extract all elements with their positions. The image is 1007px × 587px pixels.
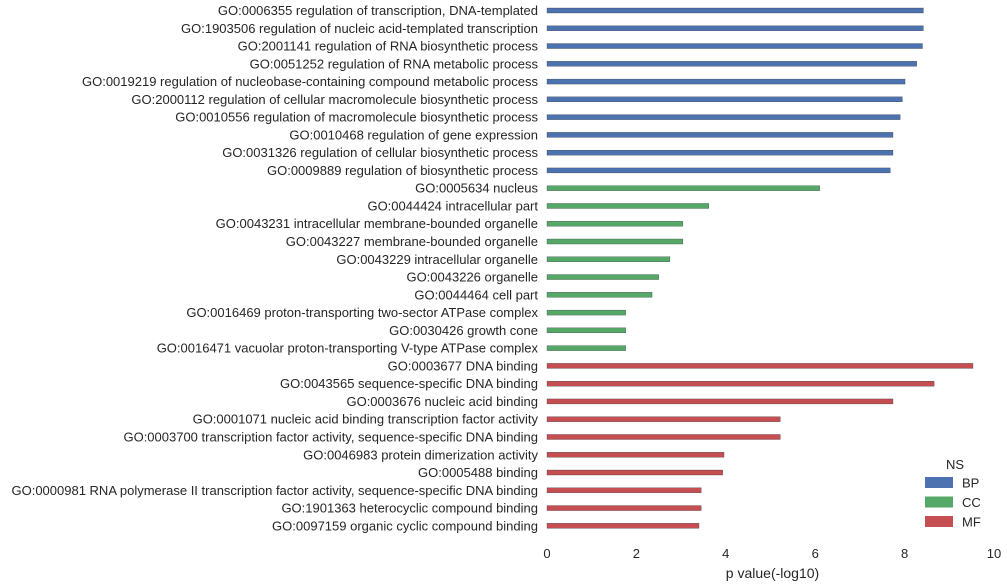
category-label: GO:0010556 regulation of macromolecule b…: [175, 110, 538, 125]
category-label: GO:0044464 cell part: [414, 287, 538, 302]
category-label: GO:0006355 regulation of transcription, …: [218, 3, 538, 18]
bars-group: [546, 7, 974, 529]
bar-bp: [546, 25, 924, 31]
category-label: GO:0019219 regulation of nucleobase-cont…: [82, 74, 539, 89]
bar-mf: [546, 381, 935, 387]
legend-title: NS: [946, 457, 964, 472]
category-label: GO:1901363 heterocyclic compound binding: [281, 501, 538, 516]
bar-bp: [546, 43, 923, 49]
category-label: GO:0043229 intracellular organelle: [336, 252, 538, 267]
bar-bp: [546, 150, 894, 156]
bar-mf: [546, 505, 702, 511]
category-label: GO:2000112 regulation of cellular macrom…: [131, 92, 538, 107]
category-label: GO:0044424 intracellular part: [367, 198, 538, 213]
bar-bp: [546, 7, 924, 14]
bar-bp: [546, 132, 894, 138]
legend-label: CC: [962, 495, 981, 510]
bar-bp: [546, 167, 891, 174]
category-label: GO:0003676 nucleic acid binding: [346, 394, 538, 409]
legend: NS BP CC MF: [925, 457, 981, 530]
bar-cc: [546, 221, 684, 227]
bar-cc: [546, 203, 709, 209]
category-label: GO:0051252 regulation of RNA metabolic p…: [250, 56, 539, 71]
bar-cc: [546, 238, 684, 245]
bar-mf: [546, 452, 725, 458]
bar-cc: [546, 292, 653, 298]
legend-entries: BP CC MF: [925, 476, 981, 530]
category-label: GO:0009889 regulation of biosynthetic pr…: [267, 163, 539, 178]
category-labels: GO:0006355 regulation of transcription, …: [11, 3, 538, 533]
legend-label: MF: [962, 515, 981, 530]
bar-cc: [546, 185, 820, 191]
category-label: GO:0005488 binding: [418, 465, 538, 480]
x-tick-label: 10: [987, 546, 1001, 561]
category-label: GO:0000981 RNA polymerase II transcripti…: [11, 483, 538, 498]
bar-bp: [546, 61, 917, 67]
bar-cc: [546, 274, 659, 280]
legend-swatch-cc: [925, 496, 953, 508]
x-axis-title: p value(-log10): [726, 565, 819, 581]
bar-mf: [546, 487, 702, 493]
category-label: GO:0031326 regulation of cellular biosyn…: [222, 145, 538, 160]
category-label: GO:0016471 vacuolar proton-transporting …: [157, 341, 539, 356]
bar-mf: [546, 398, 894, 405]
x-tick-label: 0: [543, 546, 550, 561]
category-label: GO:2001141 regulation of RNA biosyntheti…: [238, 39, 539, 54]
bar-cc: [546, 345, 626, 351]
bar-mf: [546, 434, 781, 440]
legend-label: BP: [962, 476, 979, 491]
legend-swatch-bp: [925, 477, 953, 488]
category-label: GO:0010468 regulation of gene expression: [289, 127, 538, 142]
category-label: GO:0097159 organic cyclic compound bindi…: [272, 518, 538, 533]
x-tick-label: 8: [901, 546, 908, 561]
category-label: GO:0043231 intracellular membrane-bounde…: [216, 216, 538, 231]
category-label: GO:0005634 nucleus: [415, 181, 538, 196]
bar-bp: [546, 114, 901, 120]
bar-mf: [546, 523, 700, 529]
category-label: GO:0043565 sequence-specific DNA binding: [280, 376, 538, 391]
bar-mf: [546, 469, 723, 476]
legend-swatch-mf: [925, 516, 953, 527]
category-label: GO:0046983 protein dimerization activity: [303, 447, 538, 462]
x-tick-label: 2: [633, 546, 640, 561]
x-tick-label: 4: [722, 546, 729, 561]
bar-cc: [546, 256, 671, 262]
category-label: GO:0001071 nucleic acid binding transcri…: [193, 412, 539, 427]
bar-bp: [546, 96, 903, 102]
bar-mf: [546, 416, 781, 422]
bar-cc: [546, 309, 626, 316]
category-label: GO:1903506 regulation of nucleic acid-te…: [181, 21, 538, 36]
category-label: GO:0043227 membrane-bounded organelle: [286, 234, 538, 249]
bar-bp: [546, 78, 906, 85]
category-label: GO:0016469 proton-transporting two-secto…: [186, 305, 538, 320]
category-label: GO:0030426 growth cone: [389, 323, 538, 338]
bar-cc: [546, 327, 626, 334]
category-label: GO:0003700 transcription factor activity…: [123, 429, 538, 444]
bar-mf: [546, 363, 974, 369]
category-label: GO:0003677 DNA binding: [388, 358, 538, 373]
x-tick-label: 6: [812, 546, 819, 561]
x-tick-labels: 0 2 4 6 8 10: [543, 546, 1001, 561]
category-label: GO:0043226 organelle: [406, 270, 538, 285]
